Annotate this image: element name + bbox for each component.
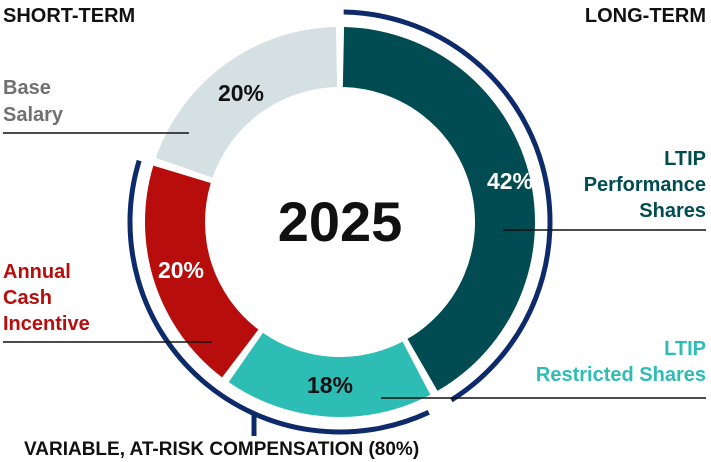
slice-label-3-line-0: Base: [3, 77, 51, 99]
long-term-bracket: [343, 9, 553, 403]
slice-label-0-line-2: Shares: [639, 200, 706, 222]
leader-lines: [3, 132, 706, 399]
short-term-heading: SHORT-TERM: [3, 5, 135, 27]
center-year-label: 2025: [278, 190, 403, 253]
slice-label-0-line-0: LTIP: [664, 148, 706, 170]
slice-label-2-line-1: Cash: [3, 287, 52, 309]
slice-label-1-line-0: LTIP: [664, 338, 706, 360]
donut-slice-0: [342, 27, 536, 391]
slice-value-2: 20%: [158, 257, 204, 283]
slice-labels: LTIP Performance Shares LTIP Restricted Shar…: [3, 77, 706, 386]
brackets: [127, 9, 553, 436]
slice-label-1-line-1: Restricted Shares: [536, 364, 706, 386]
slice-label-2-line-0: Annual: [3, 261, 71, 283]
long-term-heading: LONG-TERM: [585, 5, 706, 27]
slice-value-0: 42%: [487, 168, 533, 194]
slice-value-3: 20%: [218, 80, 264, 106]
slice-values: 42% 18% 20% 20%: [158, 80, 533, 398]
donut-slice-1: [228, 332, 431, 417]
donut-slices: [145, 27, 536, 417]
donut-slice-2: [145, 165, 259, 378]
variable-bracket: [127, 159, 430, 435]
donut-slice-3: [155, 27, 338, 178]
slice-label-0-line-1: Performance: [584, 174, 706, 196]
variable-compensation-label: VARIABLE, AT-RISK COMPENSATION (80%): [24, 439, 419, 460]
slice-value-1: 18%: [307, 372, 353, 398]
slice-label-3-line-1: Salary: [3, 104, 64, 126]
slice-label-2-line-2: Incentive: [3, 313, 90, 335]
